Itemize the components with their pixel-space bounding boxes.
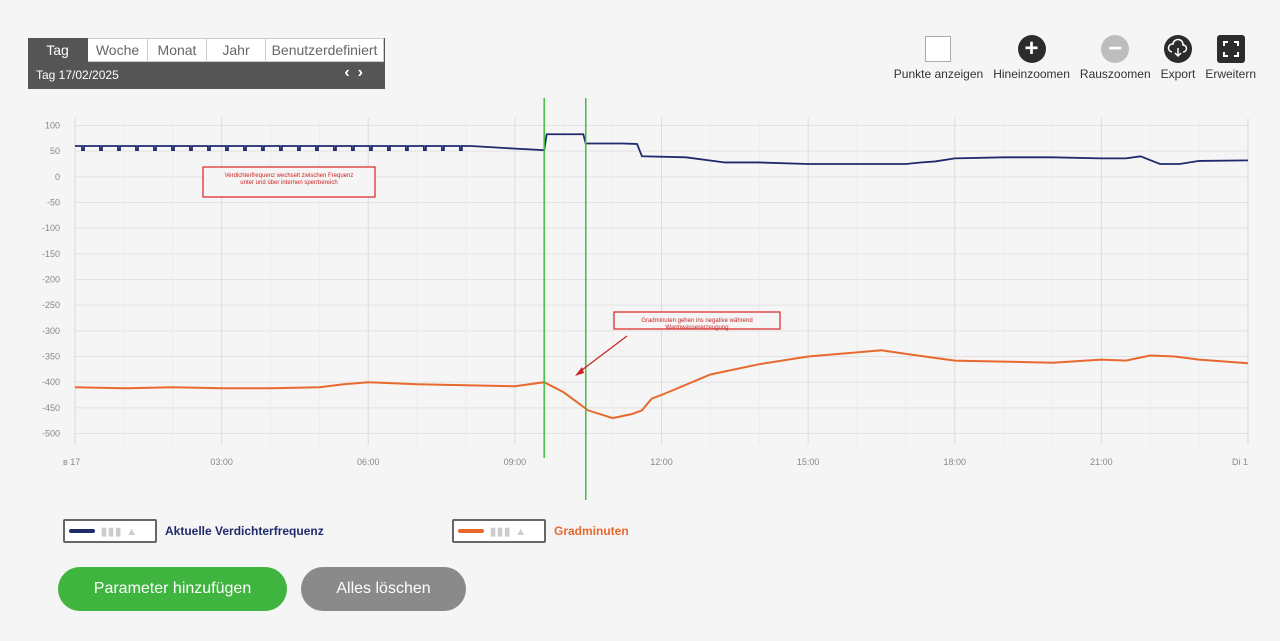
x-tick-label: 15:00 [797, 457, 820, 467]
y-tick-label: -100 [42, 223, 60, 233]
annotation-text: Warmwassererzeugung [665, 325, 728, 331]
line-swatch-icon [69, 529, 95, 533]
y-tick-label: -500 [42, 429, 60, 439]
chart-toolbar: Punkte anzeigen + Hineinzoomen − Rauszoo… [894, 35, 1256, 81]
export-label: Export [1160, 67, 1196, 81]
show-points-toggle[interactable]: Punkte anzeigen [894, 35, 983, 81]
tab-benutzerdefiniert[interactable]: Benutzerdefiniert [266, 38, 384, 62]
zoom-in-label: Hineinzoomen [993, 67, 1070, 81]
annotation-text: unter und über internen sperrbereich [240, 180, 337, 186]
y-tick-label: 50 [50, 146, 60, 156]
fullscreen-icon [1216, 35, 1245, 63]
prev-arrow-icon[interactable]: ‹ [344, 64, 358, 81]
chart-grid [74, 118, 1249, 445]
next-arrow-icon[interactable]: › [357, 64, 371, 81]
tab-woche[interactable]: Woche [88, 38, 148, 62]
y-tick-label: 100 [45, 121, 60, 131]
x-tick-label: в 17 [63, 457, 80, 467]
cloud-download-icon [1163, 35, 1192, 63]
legend-label: Aktuelle Verdichterfrequenz [165, 524, 324, 538]
y-tick-label: -450 [42, 403, 60, 413]
legend-swatch: ▮▮▮ ▲ [63, 519, 157, 543]
expand-button[interactable]: Erweitern [1205, 35, 1256, 81]
legend-item-gradminuten[interactable]: ▮▮▮ ▲ Gradminuten [452, 519, 629, 543]
minus-icon: − [1101, 35, 1130, 63]
y-tick-label: -400 [42, 377, 60, 387]
annotation-text: Gradminuten gehen ins negative während [641, 318, 752, 324]
y-tick-label: 0 [55, 172, 60, 182]
x-tick-label: 21:00 [1090, 457, 1113, 467]
tab-jahr[interactable]: Jahr [207, 38, 266, 62]
annotation-text: Verdichterfrequenz wechselt zwischen Fre… [225, 173, 354, 179]
time-markers [543, 98, 587, 500]
series-line-0 [75, 133, 1249, 165]
legend-label: Gradminuten [554, 524, 629, 538]
legend-swatch: ▮▮▮ ▲ [452, 519, 546, 543]
series-line-1 [74, 349, 1249, 420]
x-tick-label: 03:00 [210, 457, 233, 467]
y-tick-label: -250 [42, 300, 60, 310]
clear-all-button[interactable]: Alles löschen [301, 567, 466, 611]
x-tick-label: 09:00 [504, 457, 527, 467]
add-parameter-button[interactable]: Parameter hinzufügen [58, 567, 287, 611]
line-swatch-icon [458, 529, 484, 533]
y-tick-label: -350 [42, 352, 60, 362]
show-points-label: Punkte anzeigen [893, 67, 984, 81]
tab-monat[interactable]: Monat [148, 38, 207, 62]
legend-item-verdichterfrequenz[interactable]: ▮▮▮ ▲ Aktuelle Verdichterfrequenz [63, 519, 324, 543]
chart-annotations: Verdichterfrequenz wechselt zwischen Fre… [202, 166, 781, 376]
zoom-in-button[interactable]: + Hineinzoomen [993, 35, 1070, 81]
zoom-out-button[interactable]: − Rauszoomen [1080, 35, 1151, 81]
checkbox-icon[interactable] [925, 36, 952, 62]
y-tick-label: -150 [42, 249, 60, 259]
x-axis-ticks: в 17 03:00 06:00 09:00 12:00 15:00 18:00 21:00 D… [63, 457, 1248, 467]
y-tick-label: -300 [42, 326, 60, 336]
annotation-box [613, 311, 781, 330]
period-tabs: Tag Woche Monat Jahr Benutzerdefiniert [28, 38, 385, 62]
period-selector: Tag Woche Monat Jahr Benutzerdefiniert T… [28, 38, 385, 89]
x-tick-label: 12:00 [650, 457, 673, 467]
annotation-box [202, 166, 376, 198]
annotation-0: Verdichterfrequenz wechselt zwischen Fre… [202, 166, 376, 198]
plus-icon: + [1017, 35, 1046, 63]
annotation-1: Gradminuten gehen ins negative währendWa… [613, 311, 781, 331]
date-label: Tag 17/02/2025 [36, 68, 119, 82]
export-button[interactable]: Export [1160, 35, 1196, 81]
tab-tag[interactable]: Tag [28, 38, 88, 62]
y-tick-label: -200 [42, 275, 60, 285]
line-chart[interactable]: 100 50 0 -50 -100 -150 -200 -250 -300 -350 -400 -45… [0, 90, 1280, 510]
chart-type-icon: ▮▮▮ ▲ [490, 525, 528, 538]
x-tick-label: Di 1 [1232, 457, 1248, 467]
date-navigation: ‹› [344, 64, 371, 82]
arrow-head-icon [575, 367, 584, 376]
annotation-arrow [577, 335, 628, 374]
x-tick-label: 06:00 [357, 457, 380, 467]
chart-type-icon: ▮▮▮ ▲ [101, 525, 139, 538]
expand-label: Erweitern [1205, 67, 1256, 81]
zoom-out-label: Rauszoomen [1079, 67, 1151, 81]
y-axis-ticks: 100 50 0 -50 -100 -150 -200 -250 -300 -350 -400 -45… [42, 121, 60, 439]
x-tick-label: 18:00 [943, 457, 966, 467]
y-tick-label: -50 [47, 198, 60, 208]
chart-series [74, 133, 1249, 420]
